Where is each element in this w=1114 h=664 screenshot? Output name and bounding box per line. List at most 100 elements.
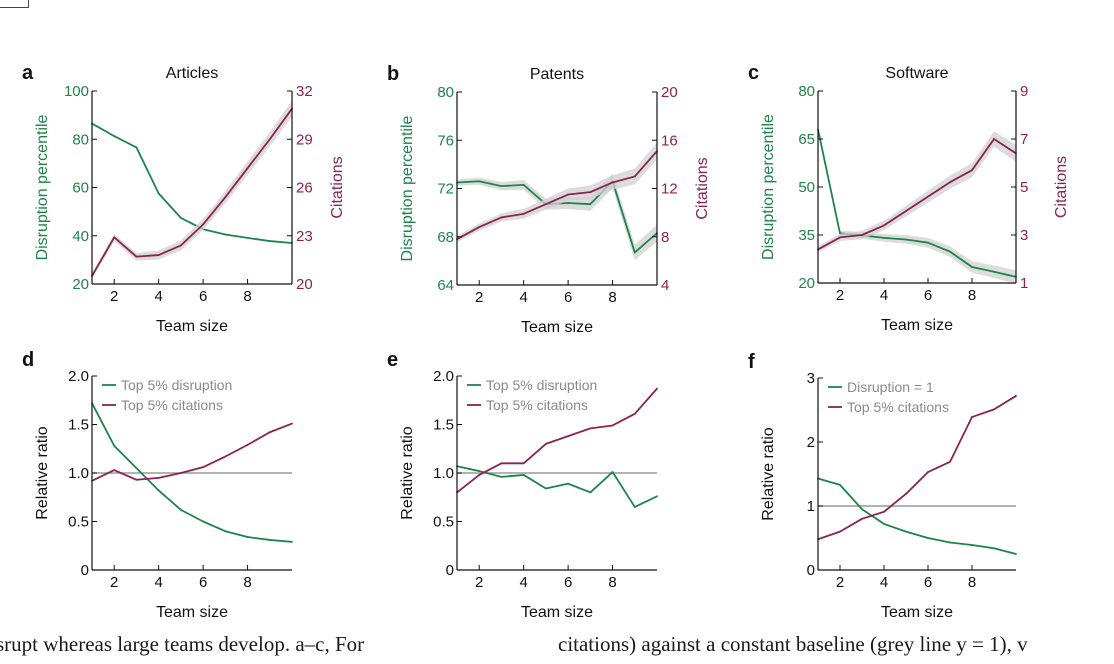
data-point <box>993 408 995 411</box>
series-line-left <box>456 180 658 254</box>
data-point <box>268 240 271 242</box>
data-point <box>157 476 160 479</box>
panel-e: e 2 4 6 8 Team size 0 0.5 1.0 1.5 2.0 Relative rati… <box>387 349 658 621</box>
data-point <box>544 487 547 490</box>
data-point <box>291 422 293 425</box>
y-axis-label: Disruption percentile <box>399 115 416 261</box>
data-point <box>202 520 205 523</box>
y-tick-label: 0.5 <box>68 514 89 531</box>
x-tick-label: 4 <box>880 574 888 591</box>
y-tick-label: 40 <box>72 228 89 245</box>
data-point <box>839 530 841 533</box>
data-point <box>971 416 973 418</box>
x-tick-label: 6 <box>564 574 572 591</box>
data-point <box>949 460 951 463</box>
data-point <box>949 181 951 184</box>
panel-title: Patents <box>530 66 584 83</box>
x-tick-label: 2 <box>836 287 844 304</box>
panel-letter: f <box>748 351 755 373</box>
data-point <box>611 424 614 427</box>
y-tick-label: 65 <box>798 131 815 148</box>
data-point <box>839 236 841 239</box>
y-axis-label: Disruption percentile <box>760 114 777 260</box>
figure-corner-frame <box>0 0 29 8</box>
x-tick-label: 6 <box>924 574 932 591</box>
y-tick-label: 80 <box>798 83 815 100</box>
x-tick-label: 4 <box>154 288 162 305</box>
y-tick-label: 1.5 <box>68 417 89 434</box>
x-tick-label: 6 <box>564 289 572 306</box>
x-axis-label: Team size <box>881 604 953 621</box>
x-tick-label: 4 <box>880 287 888 304</box>
data-point <box>179 472 182 474</box>
data-point <box>478 474 481 476</box>
data-point <box>246 443 249 446</box>
x-tick-label: 2 <box>110 288 118 305</box>
confidence-band <box>818 131 1016 253</box>
y-tick-label: 80 <box>72 131 89 148</box>
y-axis-label: Relative ratio <box>760 427 777 520</box>
y-tick-label: 0.5 <box>433 514 454 531</box>
data-point <box>927 195 929 198</box>
y-tick-label: 20 <box>798 275 815 292</box>
x-tick-label: 4 <box>519 289 527 306</box>
y-tick-label-right: 20 <box>296 276 313 293</box>
series-line-green <box>91 402 293 543</box>
data-point <box>522 462 525 465</box>
x-tick-label: 4 <box>154 574 162 591</box>
panel-letter: b <box>387 63 399 85</box>
legend-label: Top 5% citations <box>486 397 588 413</box>
x-axis-label: Team size <box>521 604 593 621</box>
y-tick-label: 72 <box>437 181 454 198</box>
y-tick-label: 68 <box>437 229 454 246</box>
x-tick-label: 6 <box>924 287 932 304</box>
caption-left-text: srupt whereas large teams develop. a–c, … <box>0 632 365 656</box>
data-point <box>589 491 592 494</box>
data-point <box>567 193 570 196</box>
data-point <box>861 234 863 236</box>
data-point <box>905 210 907 212</box>
legend-label: Top 5% disruption <box>121 377 232 393</box>
x-tick-label: 4 <box>519 574 527 591</box>
x-tick-label: 6 <box>199 288 207 305</box>
data-point <box>971 266 973 268</box>
data-point <box>611 471 614 473</box>
y-tick-label: 3 <box>807 370 815 387</box>
series-line-purple <box>91 422 293 482</box>
panel-d: d 2 4 6 8 Team size 0 0.5 1.0 1.5 2.0 Relative rati… <box>22 349 293 621</box>
panel-f: f 2 4 6 8 Team size 0 1 2 3 Relative ratio Disrupti… <box>748 351 1017 621</box>
data-point <box>135 478 138 481</box>
data-point <box>179 244 182 247</box>
y-tick-label: 0 <box>807 562 815 579</box>
data-point <box>113 469 116 471</box>
data-point <box>500 185 503 187</box>
y-tick-label-right: 5 <box>1020 179 1028 196</box>
y-tick-label: 80 <box>437 84 454 101</box>
y-tick-label: 2 <box>807 434 815 451</box>
y-tick-label-right: 26 <box>296 180 313 197</box>
data-point <box>949 541 951 544</box>
data-point <box>224 530 227 533</box>
y-tick-label: 1.0 <box>433 465 454 482</box>
data-point <box>544 443 547 445</box>
data-point <box>500 216 503 219</box>
data-point <box>135 255 138 258</box>
data-point <box>633 412 636 415</box>
x-tick-label: 2 <box>475 289 483 306</box>
data-point <box>1015 395 1017 397</box>
y-tick-label-right: 9 <box>1020 83 1028 100</box>
data-point <box>971 169 973 172</box>
data-point <box>927 471 929 473</box>
y-axis-label-right: Citations <box>1053 156 1070 218</box>
data-point <box>522 474 525 476</box>
data-point <box>157 192 160 195</box>
data-point <box>135 467 138 470</box>
data-point <box>656 387 658 390</box>
data-point <box>839 483 841 486</box>
y-axis-label-right: Citations <box>694 157 711 219</box>
panel-letter: a <box>22 62 34 84</box>
data-point <box>268 138 271 141</box>
x-tick-label: 8 <box>608 574 616 591</box>
